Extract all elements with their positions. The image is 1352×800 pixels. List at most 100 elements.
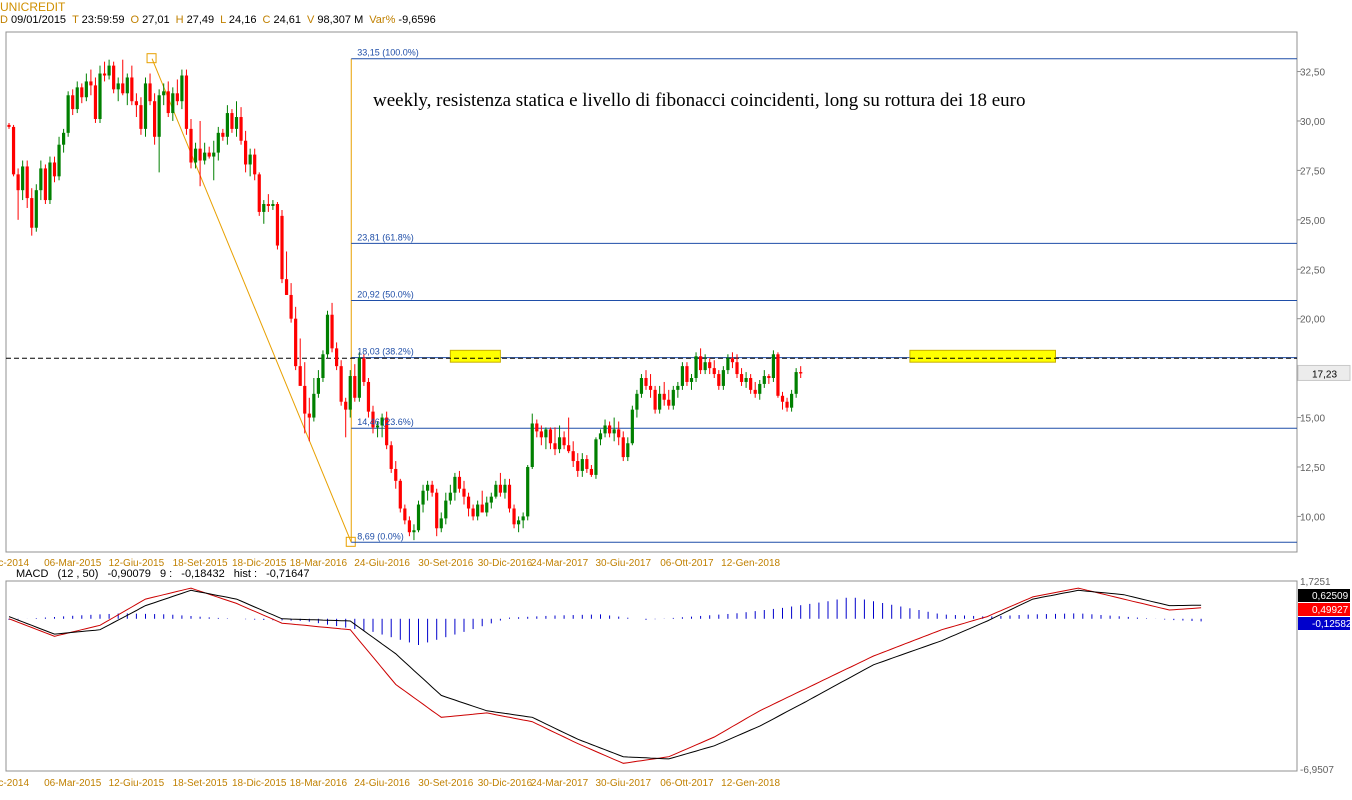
candle-body <box>294 318 298 367</box>
candle-body <box>608 425 612 434</box>
candle-body <box>407 520 411 533</box>
candle-body <box>439 518 443 529</box>
macd-signal-value: -0,18432 <box>181 568 225 580</box>
resistance-zone <box>909 349 1057 363</box>
candle-body <box>426 484 430 491</box>
candle-body <box>603 425 607 434</box>
last-price-label: 17,23 <box>1312 369 1337 380</box>
candle-body <box>121 83 125 94</box>
candle-body <box>453 476 457 493</box>
candle-body <box>726 358 730 371</box>
candle-body <box>175 93 179 102</box>
candle-body <box>712 368 716 375</box>
candle-body <box>184 75 189 129</box>
macd-x-tick-label: 18-Dic-2015 <box>232 778 287 789</box>
candle-body <box>130 77 134 102</box>
x-tick-label: 18-Set-2015 <box>173 558 228 569</box>
candle-body <box>389 445 393 469</box>
macd-hist-label: hist : <box>233 568 258 580</box>
candle-body <box>626 443 630 458</box>
candle-body <box>416 504 421 531</box>
candle-body <box>480 504 484 513</box>
x-tick-label: 12-Giu-2015 <box>109 558 165 569</box>
x-tick-label: 18-Mar-2016 <box>290 558 348 569</box>
candle-body <box>80 87 84 98</box>
macd-signal-line <box>8 587 1202 764</box>
candle-body <box>571 451 575 462</box>
candle-body <box>435 492 439 529</box>
candle-body <box>680 366 684 386</box>
macd-value-label: 0,62509 <box>1312 591 1349 602</box>
candle-body <box>116 83 120 90</box>
macd-signal-label: 9 : <box>159 568 173 580</box>
candle-body <box>589 468 593 475</box>
macd-x-tick-label: 24-Giu-2016 <box>354 778 410 789</box>
candle-body <box>348 376 352 410</box>
candle-body <box>312 393 316 418</box>
x-tick-label: 30-Dic-2016 <box>478 558 533 569</box>
candle-body <box>457 476 462 489</box>
macd-x-tick-label: 18-Mar-2016 <box>290 778 348 789</box>
header-field-key: D <box>0 14 11 26</box>
candle-body <box>671 389 675 406</box>
candle-body <box>112 65 116 90</box>
header-field-value: 98,307 M <box>317 14 364 26</box>
last-price-box <box>1297 364 1351 381</box>
candle-body <box>43 168 47 201</box>
macd-value-box <box>1298 589 1350 602</box>
candle-body <box>594 439 598 475</box>
candle-body <box>562 437 566 446</box>
candle-body <box>84 81 88 98</box>
candle-body <box>134 101 138 106</box>
macd-plot-frame <box>5 580 1298 772</box>
candle-body <box>171 93 175 114</box>
fib-level-label: 33,15 (100.0%) <box>357 48 419 58</box>
candle-body <box>284 279 289 295</box>
candle-body <box>30 198 34 228</box>
candle-body <box>498 484 502 493</box>
candle-body <box>466 496 471 509</box>
candle-body <box>621 437 625 458</box>
candle-body <box>75 87 79 110</box>
candle-body <box>771 354 775 379</box>
candle-body <box>507 484 512 509</box>
x-tick-label: 12-Gen-2018 <box>721 558 780 569</box>
x-tick-label: 24-Giu-2016 <box>354 558 410 569</box>
candle-body <box>148 83 152 102</box>
candle-body <box>353 376 357 398</box>
fib-level-label: 14,46 (23.6%) <box>357 417 414 427</box>
candle-body <box>330 314 334 349</box>
candle-body <box>125 77 129 94</box>
candle-body <box>57 144 61 177</box>
candle-body <box>239 117 243 141</box>
candle-body <box>785 401 789 408</box>
candle-body <box>189 128 193 163</box>
candle-body <box>676 385 680 390</box>
candle-body <box>403 508 407 521</box>
macd-x-tick-label: 12-Gen-2018 <box>721 778 780 789</box>
macd-y-tick-label: 1,7251 <box>1300 577 1331 588</box>
candle-body <box>398 480 402 509</box>
candle-body <box>758 383 762 394</box>
candle-body <box>548 429 553 444</box>
chart-annotation: weekly, resistenza statica e livello di … <box>373 90 1026 111</box>
candle-body <box>7 124 11 127</box>
candle-body <box>344 401 348 410</box>
header-field-value: 24,61 <box>273 14 301 26</box>
candle-body <box>521 516 525 521</box>
candle-body <box>735 362 739 375</box>
y-tick-label: 32,50 <box>1300 68 1325 79</box>
fib-level-label: 23,81 (61.8%) <box>357 232 414 242</box>
candle-body <box>298 366 302 386</box>
candle-body <box>767 376 771 379</box>
candle-body <box>448 492 452 501</box>
candle-body <box>685 366 689 382</box>
candle-body <box>762 376 766 384</box>
header-field-key: V <box>306 14 318 26</box>
x-tick-label: 30-Set-2016 <box>418 558 473 569</box>
candle-body <box>16 174 20 191</box>
candle-body <box>598 433 603 440</box>
header-field-key: O <box>130 14 143 26</box>
candle-body <box>721 370 725 386</box>
